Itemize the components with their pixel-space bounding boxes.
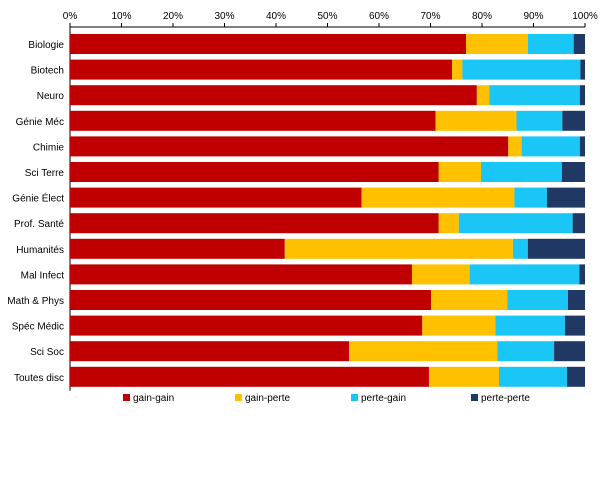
bar-segment-gain-perte xyxy=(428,366,499,387)
legend-swatch xyxy=(123,394,130,401)
legend-swatch xyxy=(471,394,478,401)
bar-segment-gain-perte xyxy=(476,85,490,106)
bar-segment-perte-perte xyxy=(562,110,585,131)
bar-segment-gain-perte xyxy=(452,59,463,80)
legend-label: gain-perte xyxy=(245,393,290,404)
bar-segment-perte-gain xyxy=(458,213,573,234)
bar-segment-perte-perte xyxy=(572,213,585,234)
x-tick-label: 20% xyxy=(163,11,183,22)
bar-segment-gain-gain xyxy=(70,290,432,310)
x-tick-label: 90% xyxy=(523,11,543,22)
bar-segment-perte-gain xyxy=(480,162,562,182)
bar-segment-perte-perte xyxy=(564,315,585,336)
bar-segment-perte-perte xyxy=(546,187,585,208)
category-label: Biologie xyxy=(28,40,64,51)
bar-segment-perte-gain xyxy=(514,187,547,208)
bar-segment-perte-gain xyxy=(462,59,581,80)
bar-segment-perte-gain xyxy=(489,85,580,106)
bar-segment-perte-gain xyxy=(527,34,574,54)
bar-segment-gain-gain xyxy=(70,315,423,336)
bar-segment-perte-perte xyxy=(580,59,585,80)
bar-segment-perte-perte xyxy=(561,162,585,182)
bar-segment-gain-gain xyxy=(70,136,509,157)
legend-swatch xyxy=(235,394,242,401)
bar-segment-gain-gain xyxy=(70,366,429,387)
category-label: Génie Élect xyxy=(12,192,64,205)
x-tick-label: 80% xyxy=(472,11,492,22)
category-label: Spéc Médic xyxy=(12,322,64,333)
bar-segment-gain-gain xyxy=(70,34,467,54)
x-tick-label: 30% xyxy=(214,11,234,22)
bar-segment-gain-perte xyxy=(411,264,470,285)
bar-segment-perte-perte xyxy=(579,85,585,106)
bar-segment-gain-gain xyxy=(70,238,285,259)
bar-segment-perte-perte xyxy=(579,136,585,157)
category-label: Math & Phys xyxy=(7,296,64,307)
x-tick-label: 100% xyxy=(572,11,598,22)
category-label: Humanités xyxy=(16,245,64,256)
bar-segment-gain-gain xyxy=(70,341,350,362)
category-label: Mal Infect xyxy=(21,270,65,281)
bar-segment-gain-perte xyxy=(438,213,459,234)
category-label: Sci Soc xyxy=(30,347,64,358)
category-label: Sci Terre xyxy=(25,168,65,179)
category-labels: Biologie Biotech Neuro Génie Méc Chimie Sci T… xyxy=(7,40,64,384)
category-label: Prof. Santé xyxy=(14,219,64,230)
bar-segment-gain-gain xyxy=(70,187,362,208)
bar-segment-gain-perte xyxy=(349,341,498,362)
bar-segment-gain-perte xyxy=(361,187,515,208)
bar-segment-gain-gain xyxy=(70,85,477,106)
x-tick-label: 50% xyxy=(317,11,337,22)
bar-segment-perte-gain xyxy=(516,110,563,131)
bar-segment-gain-gain xyxy=(70,162,439,182)
bar-segment-perte-perte xyxy=(579,264,585,285)
bar-segment-gain-perte xyxy=(431,290,508,310)
bar-segment-perte-perte xyxy=(568,290,585,310)
bar-segment-perte-perte xyxy=(527,238,585,259)
bar-segment-perte-perte xyxy=(554,341,585,362)
legend-swatch xyxy=(351,394,358,401)
bar-segment-gain-gain xyxy=(70,110,436,131)
bars xyxy=(70,34,585,387)
bar-segment-gain-perte xyxy=(435,110,517,131)
x-tick-label: 60% xyxy=(369,11,389,22)
category-label: Chimie xyxy=(33,142,65,153)
legend-label: gain-gain xyxy=(133,393,174,404)
x-tick-label: 10% xyxy=(111,11,131,22)
bar-segment-gain-perte xyxy=(284,238,513,259)
bar-segment-perte-gain xyxy=(469,264,580,285)
bar-segment-gain-gain xyxy=(70,213,439,234)
bar-segment-perte-perte xyxy=(566,366,585,387)
category-label: Neuro xyxy=(37,91,65,102)
bar-segment-gain-perte xyxy=(508,136,522,157)
bar-segment-perte-gain xyxy=(497,341,555,362)
category-label: Génie Méc xyxy=(16,117,64,128)
bar-segment-perte-gain xyxy=(498,366,567,387)
x-tick-label: 40% xyxy=(266,11,286,22)
bar-segment-perte-gain xyxy=(521,136,580,157)
legend-label: perte-gain xyxy=(361,393,406,404)
bar-segment-perte-gain xyxy=(512,238,528,259)
legend: gain-gain gain-perte perte-gain perte-perte xyxy=(123,393,530,404)
category-label: Biotech xyxy=(31,66,64,77)
bar-segment-perte-perte xyxy=(573,34,585,54)
bar-segment-gain-gain xyxy=(70,264,412,285)
bar-segment-perte-gain xyxy=(507,290,569,310)
bar-segment-gain-perte xyxy=(466,34,528,54)
x-tick-label: 70% xyxy=(420,11,440,22)
bar-segment-perte-gain xyxy=(495,315,565,336)
category-label: Toutes disc xyxy=(14,373,64,384)
bar-segment-gain-perte xyxy=(438,162,481,182)
bar-segment-gain-perte xyxy=(422,315,496,336)
x-tick-label: 0% xyxy=(63,11,78,22)
bar-segment-gain-gain xyxy=(70,59,453,80)
legend-label: perte-perte xyxy=(481,393,530,404)
